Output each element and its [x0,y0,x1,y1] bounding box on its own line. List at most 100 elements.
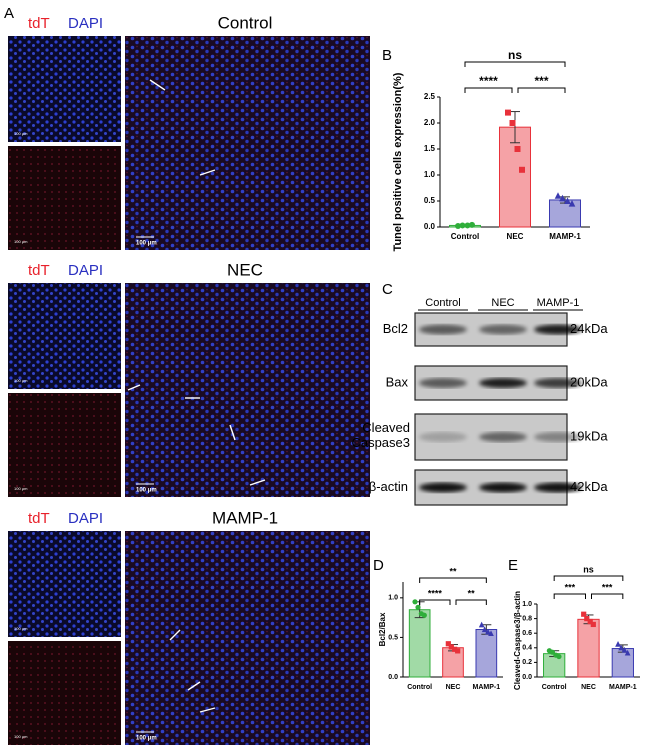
x-tick-label: NEC [446,684,461,691]
bar [499,126,531,228]
stain-label: DAPI [68,15,103,32]
panel-label: D [373,557,384,574]
panel-label: A [4,5,14,22]
data-point [412,599,418,605]
x-tick-label: NEC [507,232,524,241]
scale-bar-label: 100 μm [136,488,157,494]
significance-label: **** [479,74,498,88]
dapi-image [8,36,121,142]
scale-bar-label: 100 μm [14,734,28,739]
tdt-image [8,146,121,250]
data-point [481,626,488,633]
scale-bar-label: 100 μm [14,239,28,244]
panel-label: E [508,557,518,574]
y-tick-label: 1.0 [522,601,532,608]
significance-label: ns [508,48,522,62]
protein-label: β-actin [369,479,408,494]
arrow [199,169,216,176]
blot-band [479,482,527,493]
data-point [564,197,571,204]
blot-band [479,324,527,335]
bar [408,609,431,678]
error-bar [510,111,520,144]
x-tick-label: Control [542,684,567,691]
data-point [509,120,516,126]
blot-band [419,324,467,335]
y-axis-label: Cleaved-Caspase3/β-actin [513,591,522,690]
data-point [488,630,494,637]
data-point [469,221,475,228]
data-point [587,618,593,625]
tdt-image [8,641,121,745]
bar [549,199,581,228]
stain-label: tdT [28,15,50,32]
y-tick-label: 0.8 [522,615,532,622]
x-tick-label: MAMP-1 [473,684,501,691]
data-point [519,166,525,173]
data-point [415,604,421,610]
y-axis-label: Bcl2/Bax [378,612,387,646]
data-point [485,628,491,635]
blot-band [534,324,582,335]
significance-bracket [553,575,624,581]
significance-bracket [419,577,487,583]
merge-image [125,36,370,250]
data-point [455,648,461,654]
y-tick-label: 0.5 [424,196,436,205]
size-label: 24kDa [570,321,608,336]
protein-label-line: Cleaved [362,420,410,435]
significance-label: ns [583,564,594,574]
protein-label: Bcl2 [383,321,408,336]
y-tick-label: 2.5 [424,92,436,101]
group-title: MAMP-1 [212,508,278,527]
y-tick-label: 1.0 [424,170,436,179]
data-point [556,653,562,660]
data-point [615,641,621,647]
dapi-image [8,531,121,637]
x-tick-label: Control [407,684,432,691]
significance-bracket [419,599,451,605]
data-point [559,194,566,202]
significance-label: *** [602,582,613,592]
data-point [448,644,454,650]
arrow [187,681,201,691]
data-point [554,192,562,199]
y-tick-label: 0.4 [522,645,532,652]
data-point [421,612,427,618]
blot-band [419,432,467,442]
blot-band [534,378,582,388]
significance-label: **** [428,588,443,598]
blot-band [419,378,467,388]
significance-label: ** [449,566,457,576]
scale-bar-label: 100 μm [14,486,28,491]
protein-label-line: Caspase3 [351,435,410,450]
blot-band [479,432,527,442]
arrow [169,629,181,641]
data-point [624,649,631,656]
y-tick-label: 0.2 [522,659,532,666]
y-tick-label: 0.5 [388,634,398,641]
scale-bar-label: 100 μm [136,241,157,247]
significance-bracket [464,87,513,93]
data-point [568,200,576,207]
group-title: Control [218,13,273,32]
scale-bar-label: 100 μm [14,378,28,383]
data-point [505,109,511,116]
bar [611,648,634,678]
tdt-image [8,393,121,497]
protein-label: Bax [386,374,409,389]
group-title: NEC [227,260,263,279]
stain-label: DAPI [68,510,103,527]
arrow [229,424,236,441]
blot-band [534,432,582,442]
bar [577,618,600,678]
data-point [581,611,587,617]
lane-label: NEC [491,297,514,309]
size-label: 42kDa [570,479,608,494]
panel-label: C [382,281,393,298]
scale-bar-label: 100 μm [136,736,157,742]
data-point [584,616,590,622]
significance-label: ** [468,588,476,598]
